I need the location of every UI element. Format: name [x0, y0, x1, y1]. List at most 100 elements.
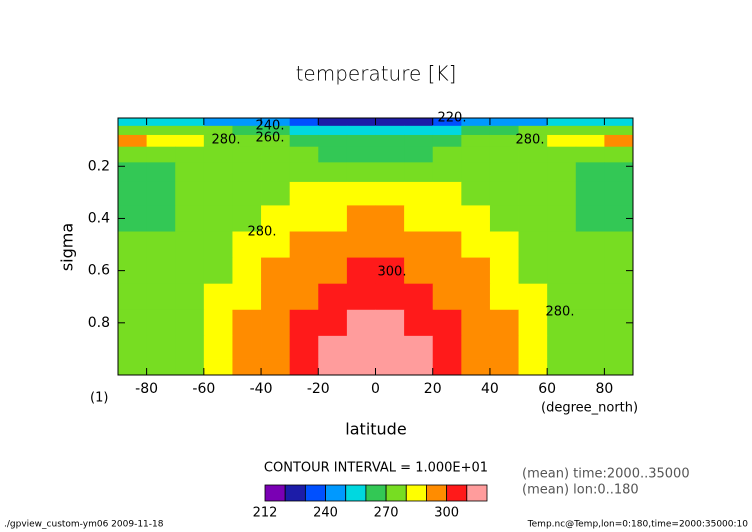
field-cell — [575, 335, 605, 359]
field-cell — [461, 118, 491, 127]
field-cell — [404, 257, 434, 285]
field-cell — [547, 283, 577, 311]
field-cell — [261, 335, 291, 359]
colorbar-box — [426, 484, 448, 502]
field-cell — [203, 181, 233, 206]
field-cell — [232, 146, 262, 163]
field-cell — [346, 134, 376, 148]
field-cell — [604, 283, 634, 311]
field-cell — [518, 134, 548, 148]
field-cell — [461, 335, 491, 359]
contour-label: 280. — [516, 133, 545, 148]
field-cell — [118, 231, 148, 258]
field-cell — [232, 134, 262, 148]
field-cell — [289, 162, 319, 183]
field-cell — [547, 118, 577, 127]
colorbar-box — [365, 484, 387, 502]
field-cell — [404, 309, 434, 337]
field-cell — [461, 125, 491, 136]
x-tick-label: -80 — [135, 381, 158, 397]
field-cell — [575, 283, 605, 311]
field-cell — [318, 125, 348, 136]
field-cell — [261, 146, 291, 163]
field-cell — [575, 181, 605, 206]
field-cell — [461, 181, 491, 206]
field-cell — [175, 309, 205, 337]
field-cell — [175, 335, 205, 359]
field-cell — [404, 146, 434, 163]
field-cell — [232, 335, 262, 359]
field-cell — [575, 146, 605, 163]
field-cell — [318, 134, 348, 148]
field-cell — [346, 118, 376, 127]
field-cell — [261, 134, 291, 148]
field-cell — [346, 162, 376, 183]
y-tick-label: 0.2 — [88, 158, 110, 174]
colorbar-box — [325, 484, 347, 502]
field-cell — [404, 125, 434, 136]
field-cell — [547, 335, 577, 359]
field-cell — [261, 283, 291, 311]
x-tick-label: 40 — [481, 381, 499, 397]
field-cell — [489, 335, 519, 359]
colorbar-box — [264, 484, 286, 502]
field-cell — [289, 181, 319, 206]
y-axis-label: sigma — [58, 223, 77, 271]
field-cell — [146, 335, 176, 359]
field-cell — [203, 358, 233, 376]
field-cell — [518, 335, 548, 359]
field-cell — [432, 134, 462, 148]
field-cell — [518, 358, 548, 376]
field-cell — [404, 162, 434, 183]
field-cell — [232, 125, 262, 136]
x-tick-label: 60 — [538, 381, 556, 397]
colorbar-box — [466, 484, 488, 502]
field-cell — [346, 181, 376, 206]
field-cell — [461, 309, 491, 337]
field-cell — [604, 181, 634, 206]
field-cell — [118, 118, 148, 127]
contour-label: 280. — [212, 133, 241, 148]
field-cell — [375, 181, 405, 206]
y-tick-label: 0.8 — [88, 315, 110, 331]
field-cell — [547, 309, 577, 337]
field-cell — [604, 231, 634, 258]
field-cell — [318, 309, 348, 337]
field-cell — [518, 125, 548, 136]
field-cell — [203, 118, 233, 127]
field-cell — [489, 257, 519, 285]
field-cell — [575, 309, 605, 337]
field-cell — [432, 146, 462, 163]
field-cell — [547, 358, 577, 376]
field-cell — [461, 205, 491, 232]
field-cell — [518, 162, 548, 183]
field-cell — [203, 162, 233, 183]
field-cell — [432, 257, 462, 285]
field-cell — [289, 283, 319, 311]
field-cell — [146, 146, 176, 163]
field-cell — [461, 134, 491, 148]
contour-label: 280. — [248, 225, 277, 240]
field-cell — [261, 231, 291, 258]
field-cell — [375, 162, 405, 183]
field-cell — [232, 358, 262, 376]
field-cell — [232, 309, 262, 337]
y-tick-label: 0.4 — [88, 210, 110, 226]
field-cell — [203, 335, 233, 359]
field-cell — [261, 118, 291, 127]
field-cell — [404, 181, 434, 206]
field-cell — [118, 283, 148, 311]
field-cell — [289, 134, 319, 148]
field-cell — [489, 146, 519, 163]
field-cell — [232, 231, 262, 258]
contour-interval: CONTOUR INTERVAL = 1.000E+01 — [264, 461, 488, 476]
field-cell — [203, 134, 233, 148]
colorbar-box — [284, 484, 306, 502]
note: (mean) lon:0..180 — [522, 483, 639, 498]
field-cell — [318, 283, 348, 311]
field-cell — [261, 162, 291, 183]
field-cell — [547, 231, 577, 258]
footer-left: ./gpview_custom-ym06 2009-11-18 — [4, 520, 164, 530]
field-cell — [404, 283, 434, 311]
field-cell — [375, 335, 405, 359]
